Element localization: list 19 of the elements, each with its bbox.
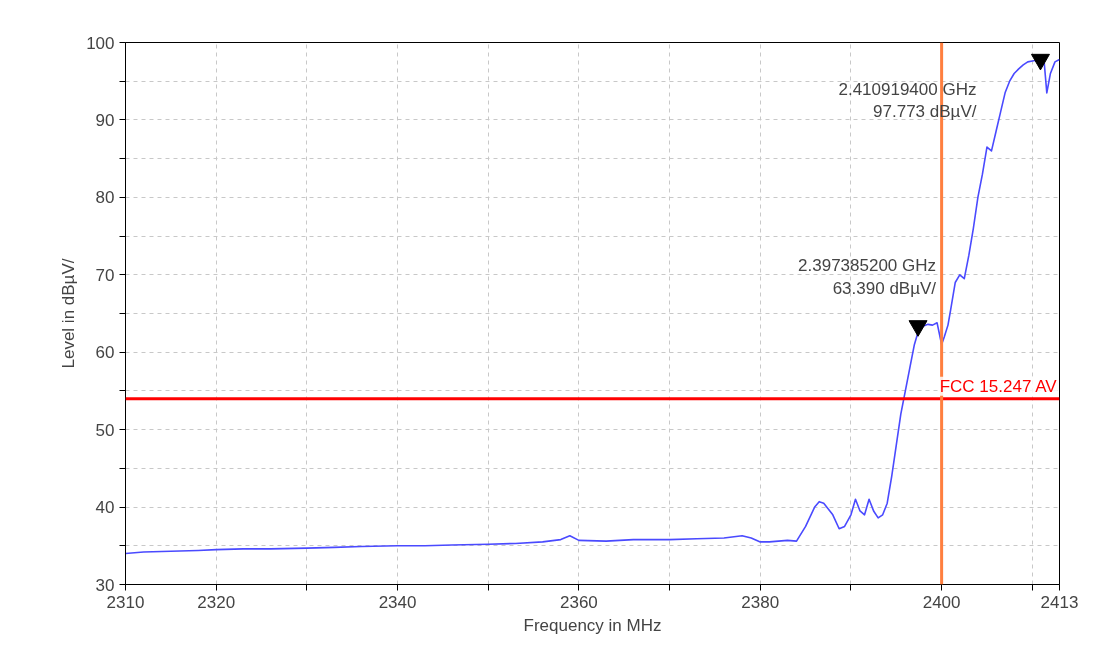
x-tick-label: 2320 [197,592,236,612]
y-tick-label: 90 [95,110,115,130]
y-tick-label: 80 [95,188,115,208]
y-tick-label: 70 [95,265,115,285]
x-tick-label: 2360 [559,592,598,612]
x-tick-label: 2310 [106,592,145,612]
ref-line-label: FCC 15.247 AV [939,376,1058,396]
y-tick-label: 60 [95,343,115,363]
x-tick-label: 2340 [378,592,417,612]
x-tick-label: 2380 [741,592,780,612]
annotation: 2.397385200 GHz 63.390 dBµV/ [798,256,937,298]
y-tick-label: 40 [95,498,115,518]
x-tick-label: 2400 [922,592,961,612]
x-axis-title: Frequency in MHz [523,615,662,635]
y-tick-label: 100 [86,33,115,53]
y-axis-title: Level in dBµV/ [59,258,79,369]
x-tick-label: 2413 [1040,592,1079,612]
y-tick-label: 50 [95,420,115,440]
y-tick-label: 30 [95,575,115,595]
